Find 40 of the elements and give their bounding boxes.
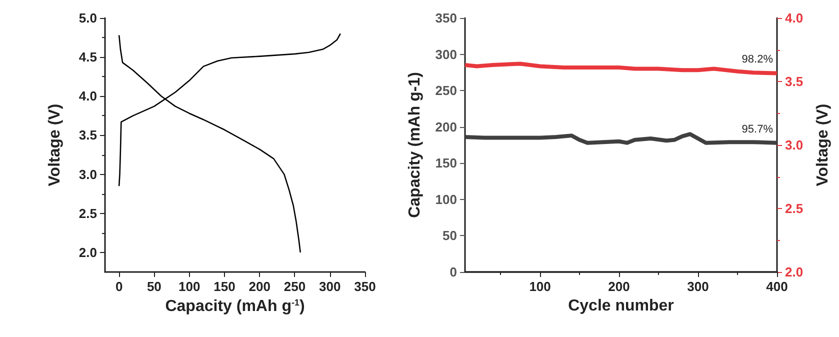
x-tick-label: 300	[687, 279, 709, 294]
y-tick-label: 3.0	[78, 166, 97, 182]
x-tick-label: 250	[284, 279, 306, 294]
x-tick-label: 150	[214, 279, 236, 294]
y2-tick-label: 3.0	[785, 138, 804, 152]
annotation: 95.7%	[742, 123, 774, 136]
y-tick-label: 100	[435, 192, 457, 207]
y2-tick-label: 3.5	[785, 74, 804, 89]
y-tick-label: 4.0	[78, 88, 97, 104]
y2-tick-label: 2.0	[785, 264, 804, 280]
y-axis-title: Voltage (V)	[46, 104, 64, 186]
y-tick-label: 50	[442, 228, 457, 244]
x-axis-title: Cycle number	[568, 298, 674, 314]
x-tick-label: 0	[115, 279, 123, 294]
y-tick-label: 4.5	[78, 50, 97, 65]
y-tick-label: 2.5	[78, 206, 97, 221]
y-tick-label: 350	[435, 10, 457, 26]
x-tick-label: 100	[529, 279, 551, 294]
y-tick-label: 0	[450, 264, 457, 280]
x-tick-label: 100	[178, 279, 200, 294]
y-tick-label: 5.0	[78, 10, 97, 26]
y-axis-title: Capacity (mAh g-1)	[406, 72, 424, 218]
y2-axis-title: Voltage (V)	[814, 104, 832, 186]
y-tick-label: 2.0	[78, 244, 97, 260]
x-tick-label: 300	[319, 279, 341, 294]
line-series	[463, 62, 779, 76]
y2-tick-label: 4.0	[785, 10, 804, 26]
y-tick-label: 3.5	[78, 128, 97, 143]
y-tick-label: 250	[435, 83, 457, 98]
x-tick-label: 350	[354, 279, 376, 294]
y-tick-label: 200	[435, 119, 457, 134]
y-tick-label: 300	[435, 46, 457, 62]
annotation: 98.2%	[742, 54, 774, 66]
x-tick-label: 50	[146, 279, 162, 294]
x-tick-label: 400	[766, 279, 788, 294]
x-tick-label: 200	[608, 279, 630, 294]
x-tick-label: 200	[248, 279, 270, 294]
line-series	[463, 132, 779, 145]
y2-tick-label: 2.5	[785, 201, 804, 216]
y-tick-label: 150	[435, 156, 457, 171]
